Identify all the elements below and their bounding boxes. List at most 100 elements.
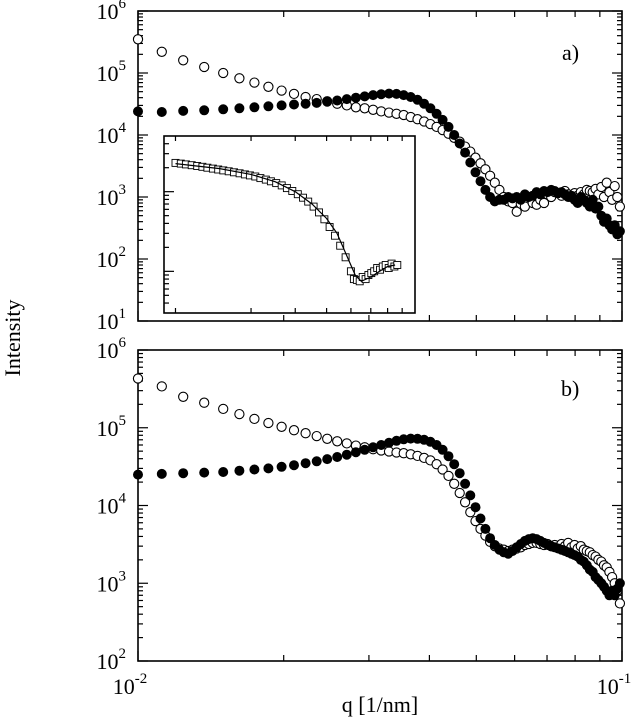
- data-point-filled: [614, 578, 625, 589]
- data-point-filled: [276, 461, 287, 472]
- data-point-open: [199, 397, 210, 408]
- data-point-open: [178, 391, 189, 402]
- data-point-open: [449, 478, 460, 489]
- data-point-open: [350, 102, 362, 113]
- y-tick-label: 103: [97, 568, 127, 596]
- tick-label-exponent: 6: [119, 335, 127, 351]
- data-point-filled: [443, 451, 454, 462]
- data-point-filled: [341, 94, 352, 105]
- data-point-open: [443, 470, 454, 482]
- data-point-filled: [218, 466, 229, 477]
- inset-fit-line: [175, 163, 396, 283]
- data-point-filled: [350, 92, 361, 103]
- tick-label-base: 10: [97, 649, 119, 674]
- inset-data-point: [315, 208, 323, 217]
- data-point-open: [178, 55, 189, 66]
- tick-label-exponent: 3: [119, 182, 127, 198]
- data-point-open: [234, 73, 245, 84]
- tick-label-exponent: 5: [119, 413, 127, 429]
- data-point-open: [234, 408, 245, 420]
- data-point-filled: [178, 105, 189, 116]
- tick-label-base: 10: [113, 674, 135, 699]
- data-point-filled: [218, 104, 229, 115]
- data-point-open: [511, 206, 522, 217]
- inset-data-point: [336, 241, 345, 250]
- data-point-filled: [614, 226, 625, 237]
- data-point-filled: [276, 100, 287, 111]
- panel-b-x-tick-labels: 10-2 10-1: [113, 671, 632, 699]
- data-point-filled: [454, 468, 465, 479]
- data-point-filled: [480, 523, 491, 534]
- x-axis-label: q [1/nm]: [342, 692, 418, 717]
- data-point-filled: [263, 463, 274, 474]
- data-point-filled: [156, 468, 167, 479]
- data-point-filled: [311, 456, 322, 467]
- y-tick-label: 106: [97, 0, 127, 24]
- data-point-filled: [485, 533, 496, 544]
- data-point-open: [437, 464, 448, 475]
- data-point-filled: [178, 468, 189, 479]
- data-point-filled: [132, 106, 143, 117]
- data-point-filled: [341, 449, 352, 460]
- y-tick-label: 102: [97, 244, 127, 272]
- tick-label-exponent: 5: [119, 58, 127, 74]
- data-point-filled: [249, 464, 260, 475]
- data-point-open: [538, 197, 550, 209]
- data-point-filled: [465, 490, 476, 501]
- tick-label-exponent: -1: [619, 671, 632, 687]
- data-point-open: [489, 177, 500, 188]
- data-point-filled: [460, 147, 471, 158]
- y-tick-label: 101: [97, 306, 127, 334]
- data-point-filled: [156, 107, 167, 118]
- data-point-filled: [465, 157, 476, 168]
- tick-label-exponent: 4: [119, 491, 127, 507]
- data-point-filled: [199, 105, 210, 116]
- data-point-filled: [263, 101, 274, 112]
- data-point-open: [332, 436, 343, 447]
- data-point-filled: [454, 138, 465, 149]
- data-point-open: [609, 180, 620, 192]
- tick-label-base: 10: [97, 338, 119, 363]
- data-point-filled: [437, 114, 448, 125]
- y-tick-label: 103: [97, 182, 127, 210]
- data-point-open: [300, 428, 311, 439]
- data-point-open: [156, 381, 167, 392]
- data-point-open: [454, 487, 465, 499]
- data-point-filled: [322, 96, 333, 107]
- data-point-filled: [234, 103, 245, 114]
- data-point-filled: [288, 99, 299, 110]
- data-point-open: [612, 191, 623, 203]
- y-axis-label: Intensity: [0, 300, 25, 377]
- y-tick-label: 106: [97, 335, 127, 363]
- tick-label-base: 10: [97, 0, 119, 24]
- data-point-open: [199, 61, 210, 73]
- inset-data-point: [346, 267, 355, 276]
- y-tick-label: 104: [97, 491, 127, 519]
- data-point-filled: [234, 465, 245, 476]
- inset-frame: [163, 135, 416, 314]
- tick-label-exponent: 3: [119, 568, 127, 584]
- data-point-filled: [475, 513, 486, 524]
- panel-b-frame: [137, 349, 623, 662]
- data-point-filled: [593, 201, 604, 212]
- data-point-filled: [470, 167, 481, 178]
- data-point-filled: [437, 444, 448, 455]
- panel-b-label: b): [561, 376, 579, 401]
- data-point-filled: [460, 478, 471, 489]
- panel-a-label: a): [562, 40, 579, 65]
- tick-label-exponent: 2: [119, 244, 127, 260]
- data-point-open: [614, 201, 626, 212]
- data-point-filled: [587, 194, 598, 205]
- tick-label-base: 10: [97, 61, 119, 86]
- data-point-filled: [300, 98, 311, 109]
- data-point-filled: [359, 91, 370, 102]
- data-point-filled: [475, 176, 486, 187]
- y-tick-label: 105: [97, 413, 127, 441]
- data-point-filled: [449, 129, 460, 140]
- tick-label-base: 10: [97, 571, 119, 596]
- data-point-open: [249, 413, 260, 425]
- data-point-filled: [425, 103, 436, 114]
